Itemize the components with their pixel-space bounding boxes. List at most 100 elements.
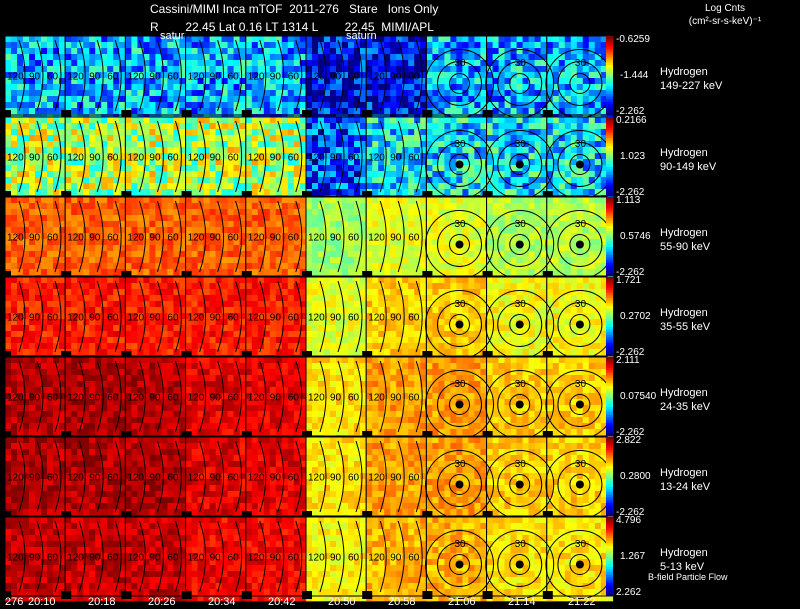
image-cell — [422, 276, 493, 362]
time-tick-label: 276 — [5, 596, 24, 608]
contour-lines: 120 90 60 120 90 60 120 90 60 120 90 60 120 90 60 120 90… — [7, 280, 615, 359]
contour-label: 60 — [107, 473, 119, 484]
contour-label: 60 — [348, 553, 360, 564]
contour-label: 30 — [455, 539, 467, 550]
contour-label: 30 — [515, 459, 527, 470]
contour-label: 90 — [210, 393, 222, 404]
contour-label: 60 — [47, 153, 59, 164]
contour-label: 30 — [575, 219, 587, 230]
colorbar-mid-label: 1.023 — [620, 150, 646, 162]
contour-label: 60 — [167, 153, 179, 164]
contour-label: 60 — [288, 393, 300, 404]
contour-label: 120 — [368, 553, 385, 564]
colorbar-max-label: 0.2166 — [616, 115, 647, 126]
contour-label: 90 — [149, 153, 161, 164]
colorbar-min-label: -2.262 — [616, 507, 645, 518]
contour-label: 120 — [248, 393, 265, 404]
time-tick-label: 20:34 — [208, 596, 236, 608]
contour-label: 120 — [67, 553, 84, 564]
contour-label: 90 — [210, 473, 222, 484]
contour-label: 120 — [308, 473, 325, 484]
contour-label: 30 — [455, 379, 467, 390]
contour-label: 120 — [248, 72, 265, 83]
contour-label: 60 — [47, 553, 59, 564]
contour-label: 60 — [408, 553, 420, 564]
time-tick-label: 21:22 — [568, 596, 596, 608]
contour-label: 120 — [67, 233, 84, 244]
contour-label: 90 — [210, 153, 222, 164]
contour-label: 60 — [408, 473, 420, 484]
contour-label: 30 — [455, 139, 467, 150]
contour-lines: 120 90 60 120 90 60 120 90 60 120 90 60 120 90 60 120 90… — [7, 39, 615, 118]
unit-line-1: Log Cnts — [704, 3, 746, 14]
saturn-marker-left: satur — [160, 30, 185, 42]
colorbar-min-label: 2.262 — [616, 587, 642, 598]
contour-label: 60 — [348, 233, 360, 244]
contour-label: 120 — [67, 473, 84, 484]
contour-label: 90 — [270, 553, 282, 564]
contour-label: 90 — [270, 313, 282, 324]
contour-label: 90 — [89, 313, 101, 324]
contour-label: 90 — [149, 393, 161, 404]
colorbar-min-label: -2.262 — [616, 427, 645, 438]
contour-label: 60 — [228, 553, 240, 564]
energy-range-label: 149-227 keV — [660, 80, 723, 92]
contour-label: 120 — [127, 233, 144, 244]
contour-label: 90 — [149, 473, 161, 484]
colorbar-mid-label: -1.444 — [620, 69, 649, 81]
energy-range-label: 55-90 keV — [660, 241, 711, 253]
contour-label: 120 — [67, 72, 84, 83]
contour-label: 30 — [515, 58, 527, 69]
energy-range-label: 5-13 keV — [660, 561, 705, 573]
contour-label: 120 — [7, 553, 24, 564]
contour-label: 60 — [228, 473, 240, 484]
contour-label: 60 — [228, 313, 240, 324]
contour-label: 90 — [390, 72, 402, 83]
contour-label: 120 — [368, 473, 385, 484]
contour-label: 30 — [455, 58, 467, 69]
contour-label: 90 — [89, 553, 101, 564]
contour-label: 90 — [210, 553, 222, 564]
energy-row-panel — [1, 35, 614, 121]
contour-label: 90 — [89, 72, 101, 83]
colorbar-mid-label: 0.2702 — [620, 310, 651, 322]
contour-label: 60 — [288, 233, 300, 244]
contour-label: 60 — [348, 153, 360, 164]
contour-label: 120 — [127, 72, 144, 83]
species-label: Hydrogen — [660, 147, 708, 159]
energy-range-label: 35-55 keV — [660, 321, 711, 333]
contour-label: 60 — [107, 393, 119, 404]
image-cell — [241, 35, 313, 121]
contour-label: 60 — [408, 233, 420, 244]
contour-label: 60 — [47, 233, 59, 244]
contour-label: 120 — [188, 72, 205, 83]
time-tick-label: 20:58 — [388, 596, 416, 608]
colorbar-mid-label: 0.2800 — [620, 470, 651, 482]
time-tick-label: 20:10 — [28, 596, 56, 608]
contour-label: 60 — [107, 313, 119, 324]
time-tick-label: 20:18 — [88, 596, 116, 608]
energy-range-label: 90-149 keV — [660, 161, 717, 173]
species-label: Hydrogen — [660, 387, 708, 399]
time-tick-label: 20:50 — [328, 596, 356, 608]
contour-label: 30 — [575, 539, 587, 550]
species-label: Hydrogen — [660, 66, 708, 78]
contour-label: 120 — [188, 313, 205, 324]
saturn-marker-right: saturn — [346, 30, 377, 42]
energy-range-label: 24-35 keV — [660, 401, 711, 413]
image-cell — [181, 196, 252, 282]
contour-label: 60 — [47, 72, 59, 83]
contour-label: 60 — [228, 72, 240, 83]
contour-label: 120 — [188, 473, 205, 484]
contour-label: 120 — [308, 72, 325, 83]
image-cell — [1, 436, 72, 522]
contour-label: 60 — [167, 553, 179, 564]
contour-label: 90 — [29, 393, 41, 404]
image-cell — [1, 276, 72, 362]
contour-label: 60 — [47, 393, 59, 404]
contour-label: 60 — [47, 473, 59, 484]
colorbar-max-label: 1.113 — [616, 195, 641, 206]
contour-label: 90 — [330, 153, 342, 164]
contour-label: 30 — [575, 299, 587, 310]
contour-label: 90 — [330, 233, 342, 244]
